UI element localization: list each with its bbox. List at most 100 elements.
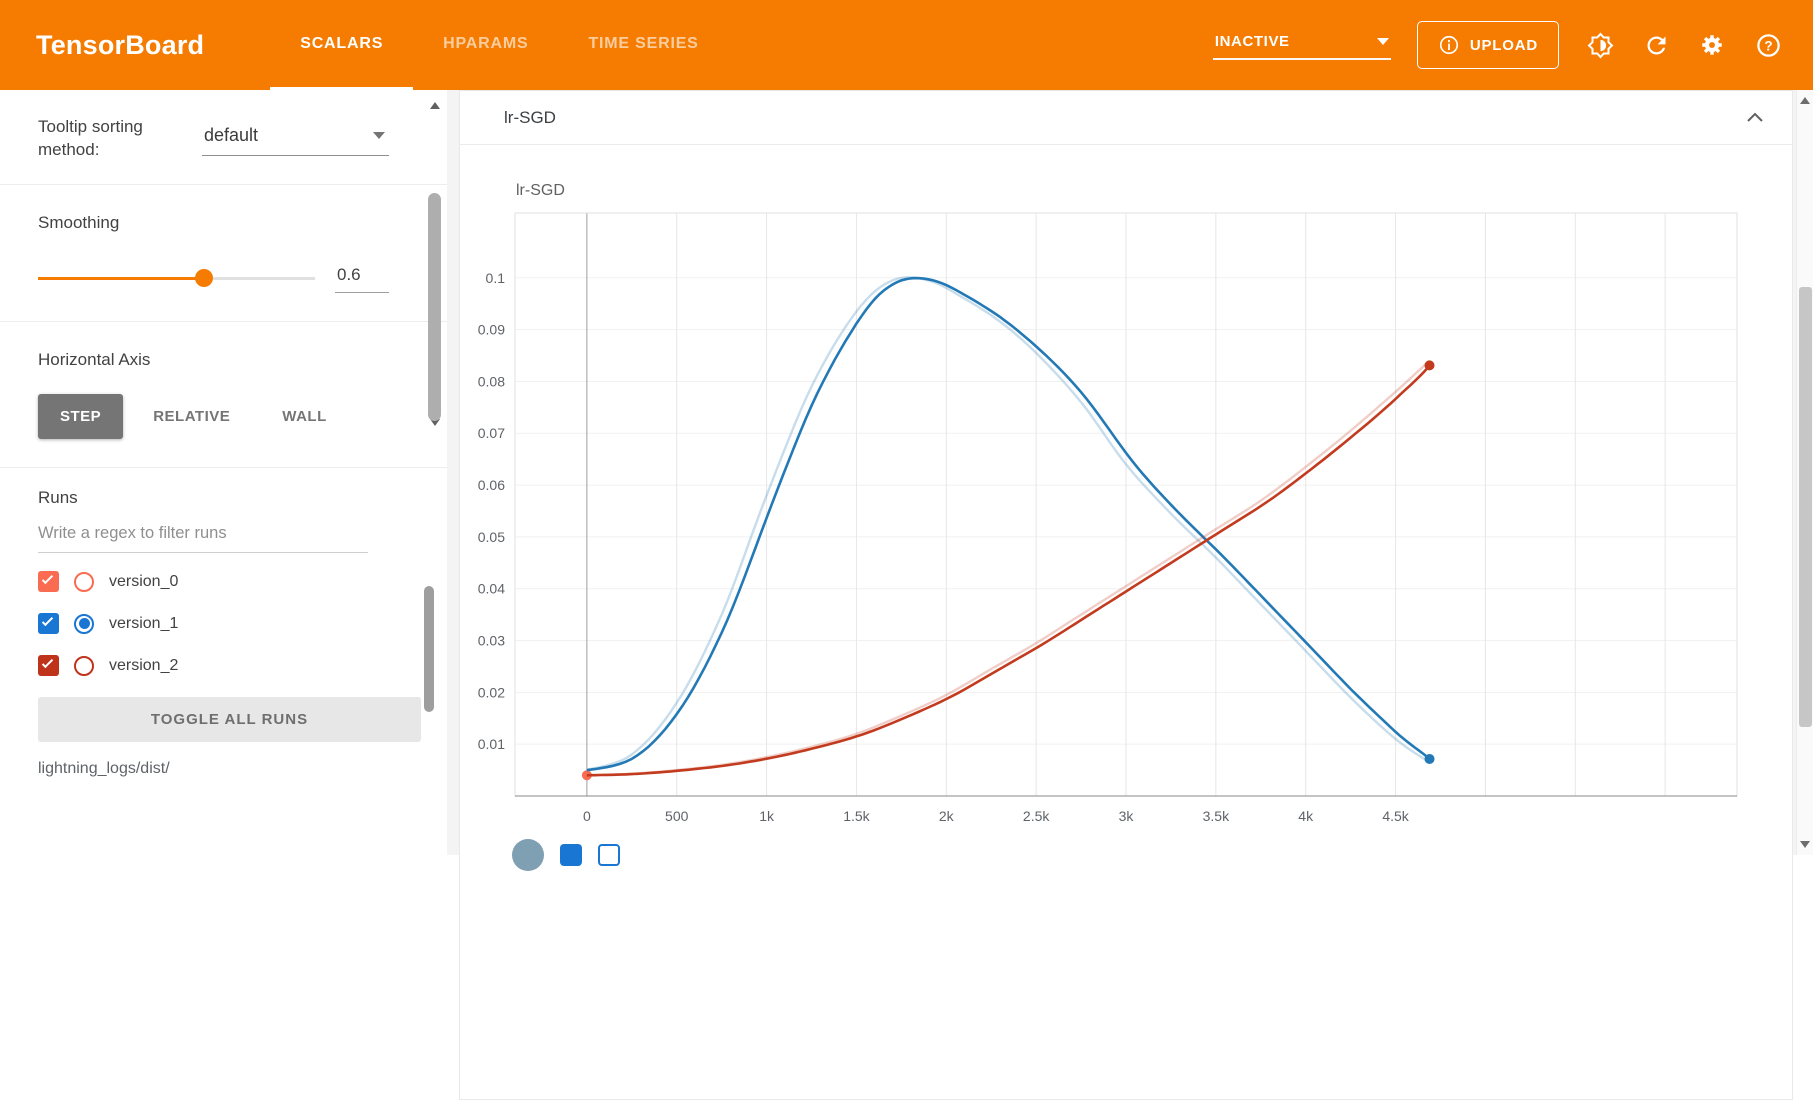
- svg-text:0: 0: [583, 808, 591, 824]
- help-icon: ?: [1755, 32, 1782, 59]
- tab-time-series[interactable]: TIME SERIES: [558, 0, 728, 90]
- card-title: lr-SGD: [504, 108, 556, 128]
- run-label: version_2: [109, 657, 178, 675]
- svg-text:4.5k: 4.5k: [1382, 808, 1409, 824]
- svg-text:lr-SGD: lr-SGD: [516, 182, 565, 199]
- sidebar: Tooltip sorting method: default Smoothin…: [0, 90, 447, 855]
- pin-chart-icon[interactable]: [560, 844, 582, 866]
- run-checkbox[interactable]: [38, 655, 59, 676]
- svg-text:0.1: 0.1: [486, 270, 506, 286]
- app-header: TensorBoard SCALARS HPARAMS TIME SERIES …: [0, 0, 1813, 90]
- run-radio[interactable]: [74, 656, 94, 676]
- data-status-dropdown[interactable]: INACTIVE: [1213, 31, 1391, 60]
- tab-scalars[interactable]: SCALARS: [270, 0, 413, 90]
- slider-track: [38, 277, 315, 280]
- scalar-card: lr-SGD lr-SGD 0.01 0.02 0.03 0.04 0.05 0.06 0.0…: [459, 90, 1793, 1100]
- horizontal-axis-label: Horizontal Axis: [38, 350, 389, 370]
- run-row: version_0: [38, 561, 447, 603]
- svg-text:1.5k: 1.5k: [843, 808, 870, 824]
- status-value: INACTIVE: [1215, 33, 1290, 50]
- run-label: version_0: [109, 573, 178, 591]
- refresh-button[interactable]: [1641, 30, 1671, 60]
- card-actions: [512, 839, 620, 871]
- tooltip-sorting-dropdown[interactable]: default: [202, 119, 389, 156]
- run-row: version_2: [38, 645, 447, 687]
- smoothing-section: Smoothing 0.6: [0, 185, 447, 321]
- run-checkbox[interactable]: [38, 571, 59, 592]
- svg-text:?: ?: [1764, 38, 1772, 53]
- tensorboard-app: TensorBoard SCALARS HPARAMS TIME SERIES …: [0, 0, 1813, 855]
- card-header: lr-SGD: [460, 91, 1792, 145]
- tab-hparams[interactable]: HPARAMS: [413, 0, 558, 90]
- axis-step-button[interactable]: STEP: [38, 394, 123, 439]
- chevron-down-icon: [373, 132, 385, 139]
- scrollbar-thumb[interactable]: [428, 193, 441, 421]
- svg-text:0.07: 0.07: [478, 425, 505, 441]
- runs-filter-input[interactable]: [38, 508, 368, 553]
- runs-list: version_0 version_1 version_2: [38, 561, 447, 687]
- tooltip-sorting-value: default: [204, 125, 258, 146]
- collapse-card-icon[interactable]: [1746, 112, 1764, 123]
- svg-text:0.09: 0.09: [478, 322, 505, 338]
- smoothing-value-input[interactable]: 0.6: [335, 263, 389, 293]
- toggle-all-runs-button[interactable]: TOGGLE ALL RUNS: [38, 697, 421, 742]
- svg-text:500: 500: [665, 808, 689, 824]
- refresh-icon: [1643, 32, 1670, 59]
- check-icon: [42, 573, 53, 584]
- svg-text:2k: 2k: [939, 808, 955, 824]
- gear-icon: [1699, 32, 1725, 58]
- run-row: version_1: [38, 603, 447, 645]
- tooltip-sorting-label: Tooltip sorting method:: [38, 116, 186, 162]
- help-button[interactable]: ?: [1753, 30, 1783, 60]
- smoothing-slider[interactable]: [38, 269, 315, 287]
- run-label: version_1: [109, 615, 178, 633]
- chevron-down-icon: [1377, 38, 1389, 45]
- scalar-chart-svg[interactable]: lr-SGD 0.01 0.02 0.03 0.04 0.05 0.06 0.07 0.08 0.…: [460, 145, 1790, 856]
- runs-label: Runs: [38, 488, 447, 508]
- svg-text:0.03: 0.03: [478, 633, 505, 649]
- runs-section: Runs version_0 version_1 version_2: [0, 468, 447, 687]
- smoothing-slider-thumb[interactable]: [195, 269, 213, 287]
- scroll-up-icon[interactable]: [430, 102, 440, 109]
- svg-text:0.04: 0.04: [478, 581, 505, 597]
- svg-text:3.5k: 3.5k: [1203, 808, 1230, 824]
- axis-wall-button[interactable]: WALL: [260, 394, 349, 439]
- svg-text:1k: 1k: [759, 808, 775, 824]
- svg-text:0.05: 0.05: [478, 529, 505, 545]
- scrollbar-track[interactable]: [427, 111, 442, 417]
- upload-label: UPLOAD: [1470, 37, 1538, 54]
- dark-mode-toggle[interactable]: [1585, 30, 1615, 60]
- expand-chart-icon[interactable]: [512, 839, 544, 871]
- smoothing-slider-fill: [38, 277, 204, 280]
- scroll-up-icon[interactable]: [1800, 97, 1810, 104]
- settings-button[interactable]: [1697, 30, 1727, 60]
- main-content: lr-SGD lr-SGD 0.01 0.02 0.03 0.04 0.05 0.06 0.0…: [447, 90, 1796, 855]
- axis-relative-button[interactable]: RELATIVE: [131, 394, 252, 439]
- fit-domain-icon[interactable]: [598, 844, 620, 866]
- page-scrollbar-thumb[interactable]: [1799, 287, 1812, 727]
- scroll-down-icon[interactable]: [1800, 841, 1810, 848]
- upload-button[interactable]: UPLOAD: [1417, 21, 1559, 69]
- run-checkbox[interactable]: [38, 613, 59, 634]
- run-radio[interactable]: [74, 572, 94, 592]
- brightness-icon: [1587, 32, 1614, 59]
- svg-text:0.08: 0.08: [478, 373, 505, 389]
- settings-scrollbar[interactable]: [427, 98, 442, 430]
- svg-text:0.01: 0.01: [478, 736, 505, 752]
- check-icon: [42, 615, 53, 626]
- app-title: TensorBoard: [0, 30, 204, 61]
- check-icon: [42, 657, 53, 668]
- page-scrollbar[interactable]: [1796, 90, 1813, 855]
- svg-text:2.5k: 2.5k: [1023, 808, 1050, 824]
- svg-text:4k: 4k: [1298, 808, 1314, 824]
- info-icon: [1438, 34, 1460, 56]
- tab-bar: SCALARS HPARAMS TIME SERIES: [270, 0, 728, 90]
- log-directory-label: lightning_logs/dist/: [38, 760, 409, 778]
- svg-text:3k: 3k: [1119, 808, 1135, 824]
- runs-scrollbar-thumb[interactable]: [424, 586, 434, 712]
- header-controls: INACTIVE UPLOAD: [1213, 21, 1813, 69]
- run-radio[interactable]: [74, 614, 94, 634]
- smoothing-label: Smoothing: [38, 213, 389, 233]
- svg-text:0.02: 0.02: [478, 684, 505, 700]
- svg-text:0.06: 0.06: [478, 477, 505, 493]
